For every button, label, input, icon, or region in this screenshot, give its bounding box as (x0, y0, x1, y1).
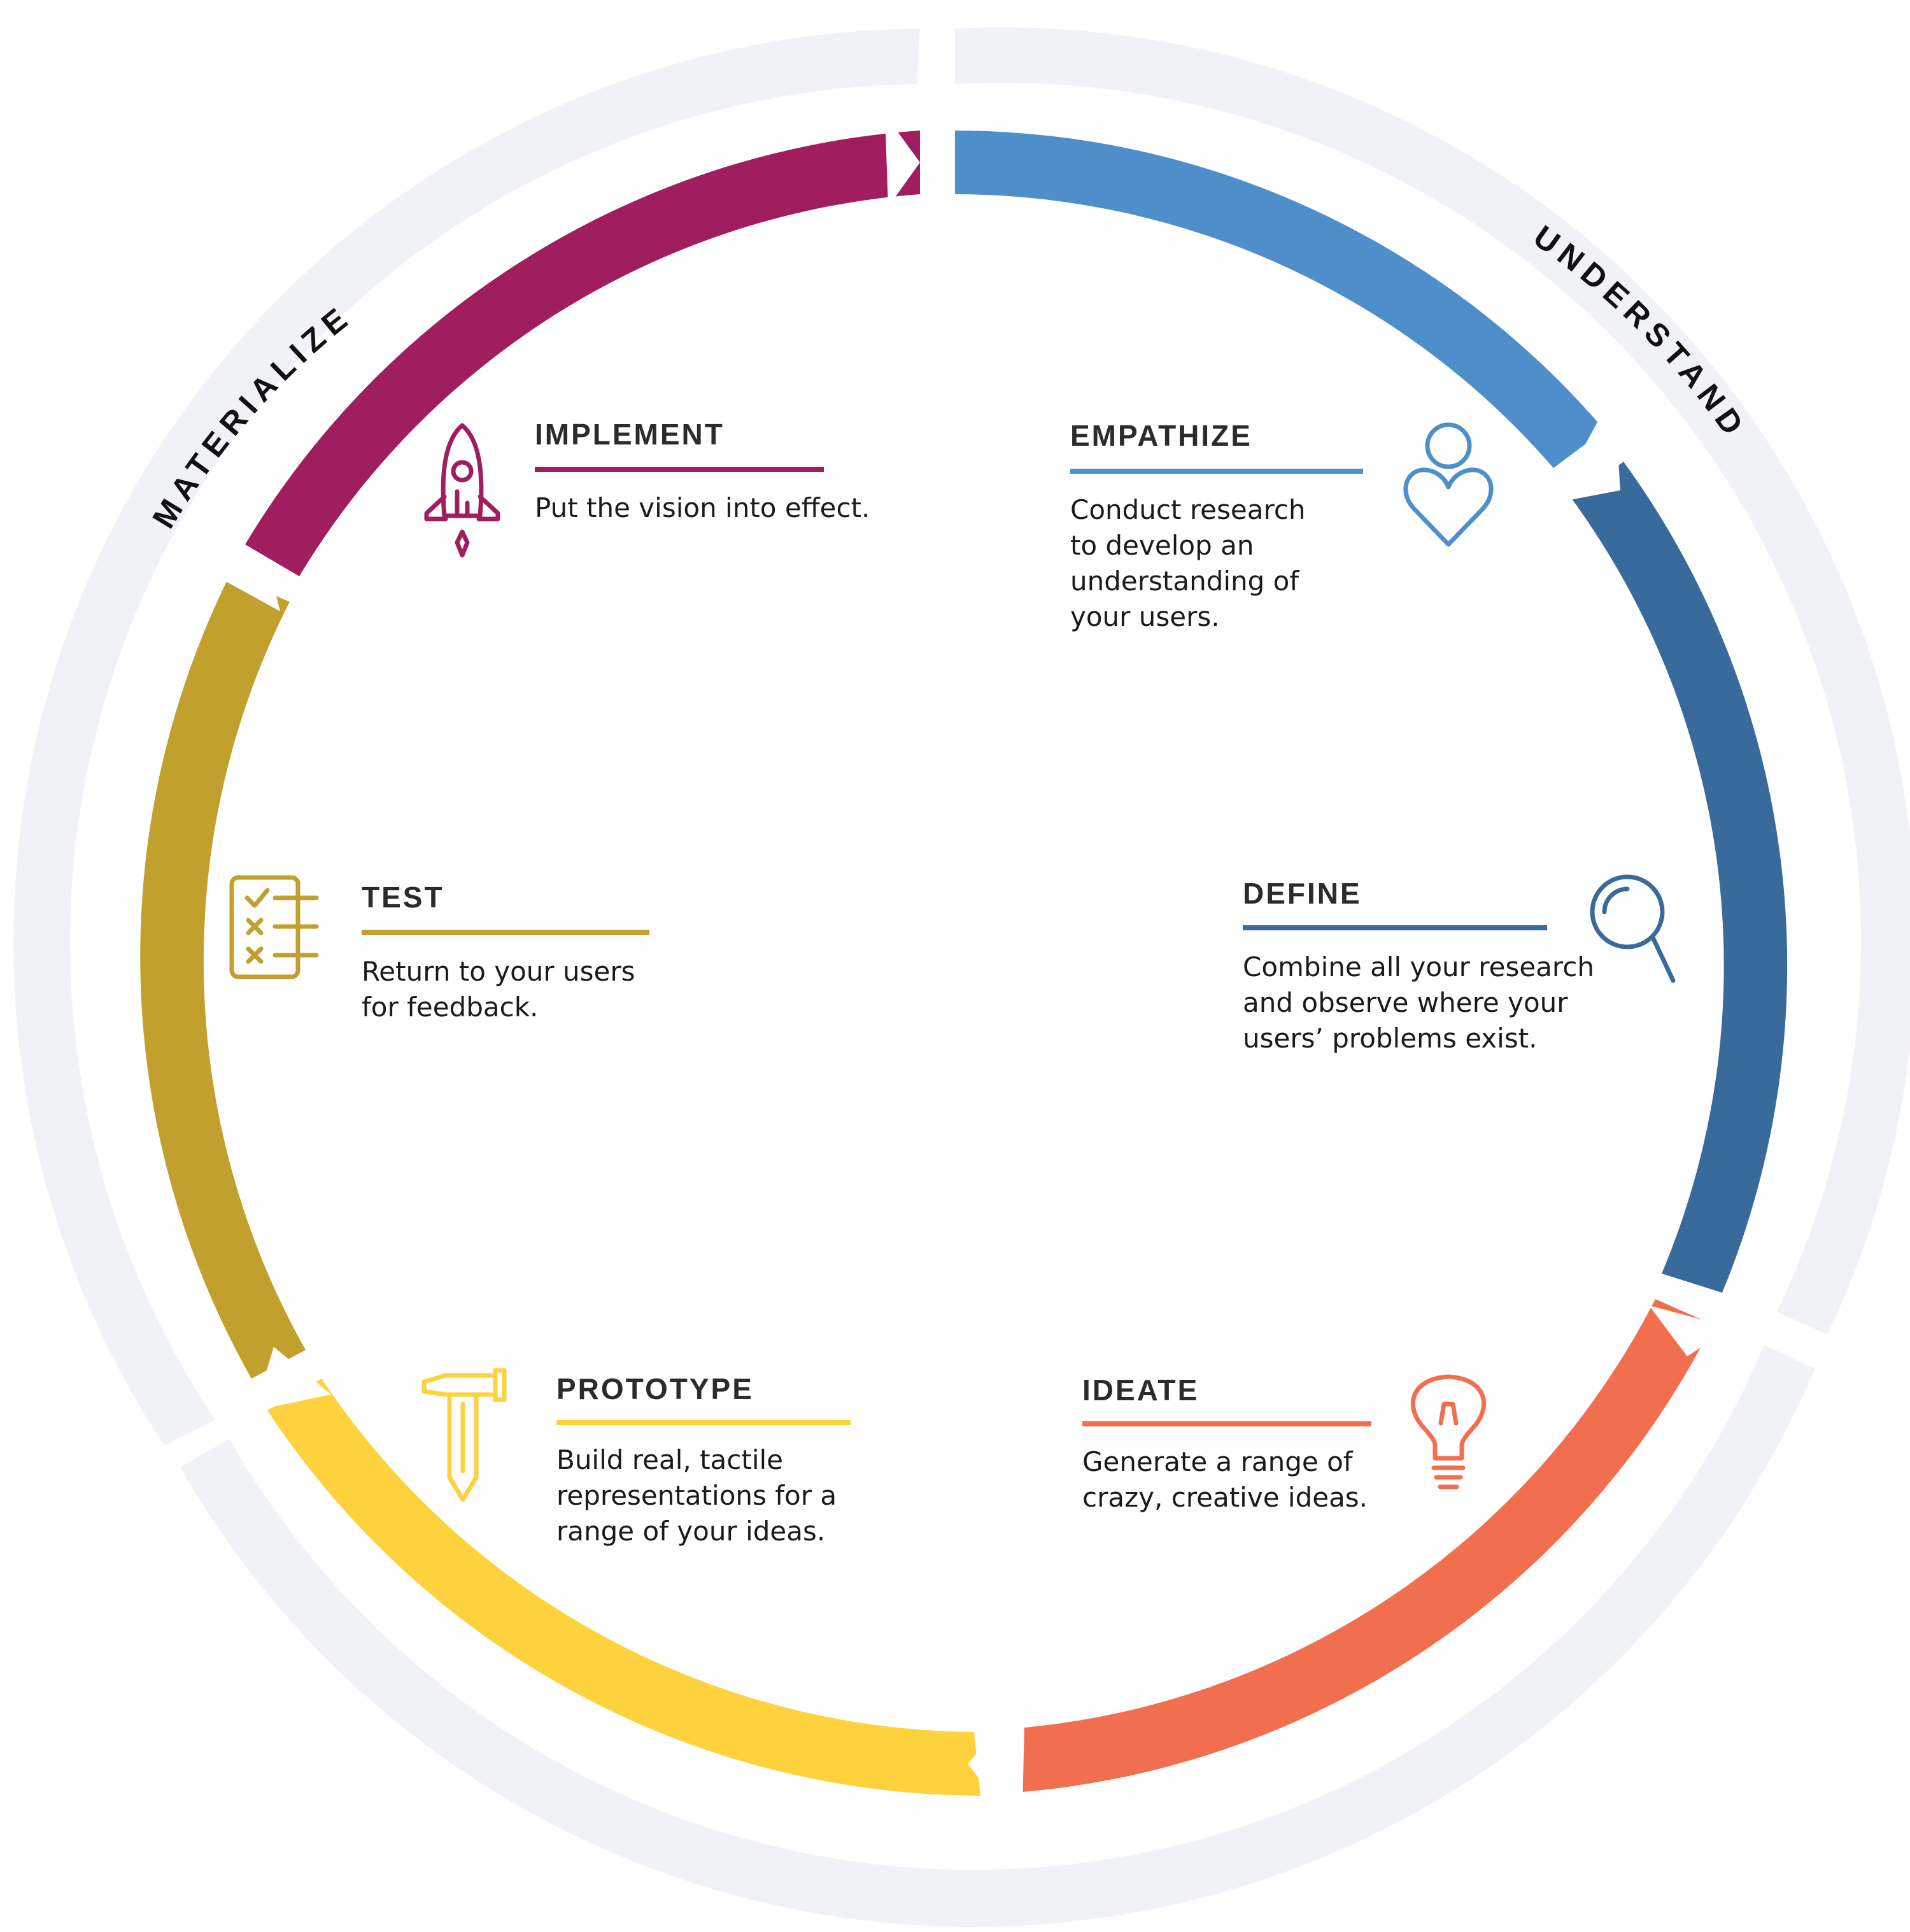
arrow-head-implement (885, 115, 920, 207)
implement-underline (535, 467, 824, 472)
implement-title: IMPLEMENT (535, 418, 725, 451)
prototype-underline (556, 1420, 851, 1425)
arrow-head-test (216, 560, 280, 611)
test-arc (140, 576, 306, 1379)
empathize-description: Conduct research to develop an understan… (1070, 494, 1314, 632)
checklist-icon (229, 875, 319, 979)
define-title: DEFINE (1243, 877, 1362, 910)
define-description: Combine all your research and observe wh… (1243, 951, 1602, 1054)
test-title: TEST (362, 881, 444, 914)
magnifier-icon (1590, 874, 1676, 983)
stage-implement: IMPLEMENT Put the vision into effect. (424, 418, 870, 558)
outer-phase-ring (13, 27, 1910, 1928)
empathize-arc (955, 131, 1604, 468)
test-underline (362, 930, 649, 935)
prototype-title: PROTOTYPE (556, 1372, 754, 1405)
outer-ring-understand-arc (955, 27, 1910, 1335)
hammer-pencil-icon (421, 1368, 507, 1502)
stage-test: TEST Return to your users for feedback. (229, 875, 649, 1023)
stage-prototype: PROTOTYPE Build real, tactile representa… (421, 1368, 851, 1547)
rocket-icon (424, 423, 500, 558)
arrow-head-define (1649, 1305, 1732, 1356)
empathize-title: EMPATHIZE (1070, 419, 1252, 452)
empathize-underline (1070, 469, 1363, 474)
outer-ring-explore-arc (180, 1345, 1815, 1928)
arrow-heads (216, 115, 1732, 1834)
define-underline (1243, 925, 1547, 930)
stage-empathize: EMPATHIZE Conduct research to develop an… (1070, 419, 1494, 632)
person-heart-icon (1403, 422, 1494, 547)
ideate-description: Generate a range of crazy, creative idea… (1082, 1446, 1368, 1513)
stage-ideate: IDEATE Generate a range of crazy, creati… (1082, 1374, 1487, 1513)
implement-description: Put the vision into effect. (535, 492, 870, 523)
ideate-title: IDEATE (1082, 1374, 1199, 1407)
arrow-head-prototype (255, 1347, 331, 1410)
lightbulb-icon (1410, 1374, 1487, 1489)
implement-arc (245, 131, 920, 576)
stage-ring (140, 131, 1788, 1796)
outer-ring-materialize-arc (13, 29, 920, 1445)
stage-define: DEFINE Combine all your research and obs… (1243, 874, 1676, 1054)
test-description: Return to your users for feedback. (362, 956, 644, 1023)
arrow-head-ideate (968, 1697, 1025, 1834)
prototype-description: Build real, tactile representations for … (556, 1444, 845, 1547)
arrow-head-empathize (1553, 392, 1620, 503)
define-arc (1573, 462, 1788, 1293)
prototype-arc (267, 1379, 980, 1796)
ideate-arc (1009, 1299, 1713, 1793)
ideate-underline (1082, 1421, 1371, 1426)
